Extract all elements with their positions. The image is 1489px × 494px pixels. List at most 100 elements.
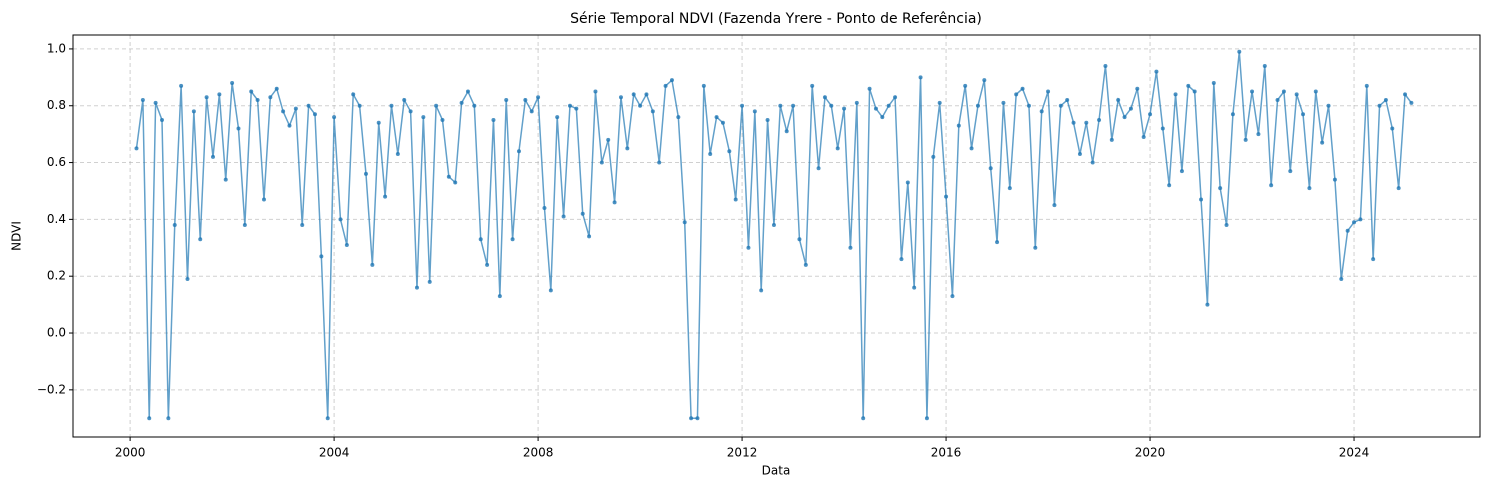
data-point: [134, 146, 139, 151]
data-point: [861, 416, 866, 421]
data-point: [287, 123, 292, 128]
data-point: [695, 416, 700, 421]
data-point: [427, 279, 432, 284]
data-point: [300, 223, 305, 228]
data-point: [1103, 63, 1108, 68]
data-point: [1020, 86, 1025, 91]
data-point: [669, 78, 674, 83]
data-point: [389, 103, 394, 108]
data-point: [1077, 152, 1082, 157]
data-point: [1199, 197, 1204, 202]
data-point: [784, 129, 789, 134]
data-point: [159, 117, 164, 122]
data-point: [491, 117, 496, 122]
data-point: [982, 78, 987, 83]
data-point: [1122, 115, 1127, 120]
data-point: [867, 86, 872, 91]
y-tick-label: 0.2: [47, 269, 66, 283]
data-point: [873, 106, 878, 111]
data-point: [944, 194, 949, 199]
x-tick-label: 2024: [1339, 446, 1370, 460]
x-tick-label: 2000: [115, 446, 146, 460]
data-point: [689, 416, 694, 421]
x-tick-label: 2012: [727, 446, 758, 460]
data-point: [370, 262, 375, 267]
y-tick-label: 0.4: [47, 212, 66, 226]
x-tick-label: 2004: [319, 446, 350, 460]
data-point: [1313, 89, 1318, 94]
data-point: [848, 245, 853, 250]
y-tick-label: 0.0: [47, 326, 66, 340]
data-point: [1046, 89, 1051, 94]
data-point: [657, 160, 662, 165]
data-point: [963, 83, 968, 88]
data-point: [1116, 98, 1121, 103]
data-point: [516, 149, 521, 154]
y-tick-label: 0.8: [47, 98, 66, 112]
data-point: [1262, 63, 1267, 68]
data-point: [1390, 126, 1395, 131]
data-point: [854, 100, 859, 105]
data-point: [230, 81, 235, 86]
data-point: [153, 100, 158, 105]
data-point: [1205, 302, 1210, 307]
data-point: [446, 174, 451, 179]
data-point: [434, 103, 439, 108]
data-point: [179, 83, 184, 88]
data-point: [803, 262, 808, 267]
data-point: [1128, 106, 1133, 111]
data-point: [771, 223, 776, 228]
data-point: [1097, 117, 1102, 122]
data-point: [1026, 103, 1031, 108]
data-point: [567, 103, 572, 108]
data-point: [504, 98, 509, 103]
data-point: [529, 109, 534, 114]
data-point: [1218, 186, 1223, 191]
data-point: [363, 171, 368, 176]
data-point: [312, 112, 317, 117]
data-point: [682, 220, 687, 225]
plot-frame: [72, 34, 1481, 438]
data-point: [1065, 98, 1070, 103]
data-point: [905, 180, 910, 185]
data-point: [912, 285, 917, 290]
data-point: [918, 75, 923, 80]
data-point: [893, 95, 898, 100]
data-point: [1179, 169, 1184, 174]
y-tick-label: 0.6: [47, 155, 66, 169]
data-point: [587, 234, 592, 239]
data-point: [1186, 83, 1191, 88]
data-point: [714, 115, 719, 120]
data-point: [402, 98, 407, 103]
data-point: [931, 154, 936, 159]
data-point: [555, 115, 560, 120]
data-point: [344, 242, 349, 247]
data-point: [1058, 103, 1063, 108]
data-point: [752, 109, 757, 114]
data-point: [1320, 140, 1325, 145]
data-point: [842, 106, 847, 111]
data-point: [1409, 100, 1414, 105]
data-point: [969, 146, 974, 151]
data-point: [414, 285, 419, 290]
data-point: [281, 109, 286, 114]
data-point: [383, 194, 388, 199]
data-point: [899, 257, 904, 262]
data-point: [975, 103, 980, 108]
data-point: [1275, 98, 1280, 103]
data-point: [606, 137, 611, 142]
data-point: [172, 223, 177, 228]
data-point: [580, 211, 585, 216]
data-point: [217, 92, 222, 97]
data-point: [453, 180, 458, 185]
data-point: [1211, 81, 1216, 86]
data-point: [880, 115, 885, 120]
data-point: [599, 160, 604, 165]
data-point: [886, 103, 891, 108]
data-point: [497, 294, 502, 299]
data-point: [778, 103, 783, 108]
data-point: [548, 288, 553, 293]
data-point: [268, 95, 273, 100]
data-point: [612, 200, 617, 205]
